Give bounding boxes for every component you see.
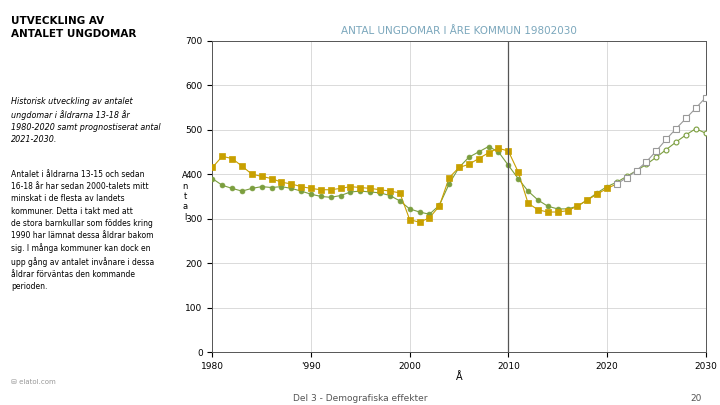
Text: ⛁ elatol.com: ⛁ elatol.com [12, 379, 56, 385]
Title: ANTAL UNGDOMAR I ÅRE KOMMUN 19802030: ANTAL UNGDOMAR I ÅRE KOMMUN 19802030 [341, 26, 577, 36]
Text: A
n
t
a
l: A n t a l [182, 171, 188, 222]
Text: UTVECKLING AV
ANTALET UNGDOMAR: UTVECKLING AV ANTALET UNGDOMAR [12, 16, 137, 39]
Text: Antalet i åldrarna 13-15 och sedan
16-18 år har sedan 2000-talets mitt
minskat i: Antalet i åldrarna 13-15 och sedan 16-18… [12, 170, 155, 291]
Text: 20: 20 [690, 394, 702, 403]
X-axis label: Å: Å [456, 373, 462, 382]
Text: Historisk utveckling av antalet
ungdomar i åldrarna 13-18 år
1980-2020 samt prog: Historisk utveckling av antalet ungdomar… [12, 97, 161, 144]
Text: Del 3 - Demografiska effekter: Del 3 - Demografiska effekter [293, 394, 427, 403]
